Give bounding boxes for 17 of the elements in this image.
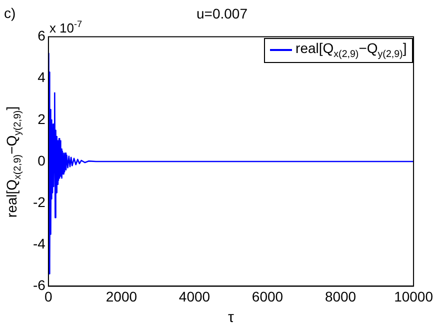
x-tick-label: 6000 xyxy=(252,288,284,304)
y-tick-label: -4 xyxy=(32,235,46,252)
x-tick-label: 2000 xyxy=(106,288,138,304)
x-tick-label: 10000 xyxy=(394,288,434,304)
text: x 10$^{-7}$ xyxy=(49,18,82,36)
text: c) xyxy=(4,5,16,21)
x-tick-label: 8000 xyxy=(324,288,356,304)
y-tick-label: 6 xyxy=(38,28,46,44)
y-tick-label: 0 xyxy=(38,152,46,168)
y-tick-label: 2 xyxy=(38,110,46,127)
x-tick-label: 4000 xyxy=(178,288,210,304)
y-tick-label: -2 xyxy=(32,194,46,210)
legend-label: real[Q$_{x(2,9)}$−Q$_{y(2,9)}$] xyxy=(296,40,407,60)
x-axis-title: τ xyxy=(228,309,234,326)
y-tick-label: 4 xyxy=(38,69,46,86)
chart-title: u=0.007 xyxy=(196,5,248,22)
y-tick-label: -6 xyxy=(32,277,46,294)
